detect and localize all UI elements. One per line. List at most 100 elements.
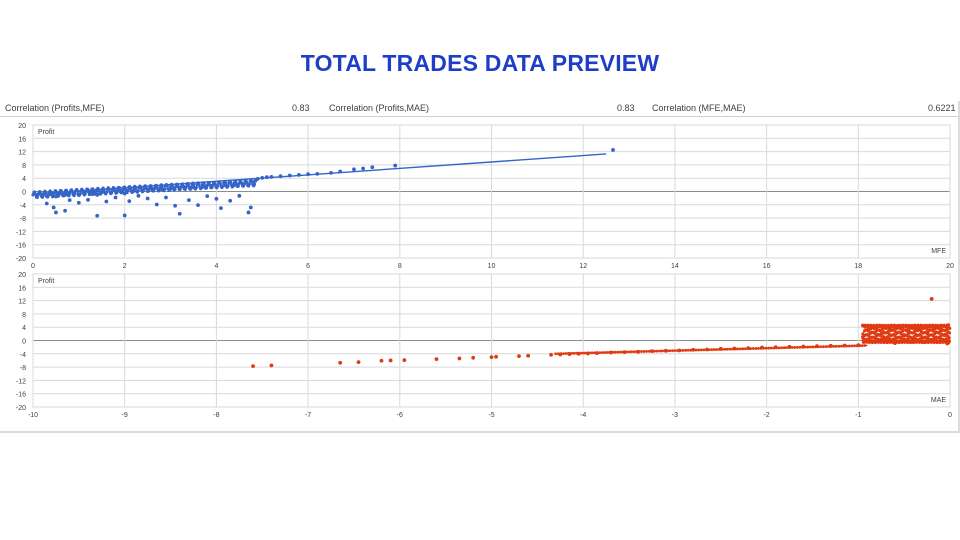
mae-data-point xyxy=(923,339,928,343)
mfe-data-point xyxy=(173,187,177,191)
mae-data-point xyxy=(888,326,893,331)
mfe-data-point xyxy=(154,202,159,207)
mae-data-point xyxy=(948,326,952,330)
mae-data-point xyxy=(947,331,952,335)
mae-data-point xyxy=(402,358,407,363)
mae-y-tick-label: 12 xyxy=(18,299,26,306)
mfe-data-point xyxy=(90,192,95,197)
mae-data-point xyxy=(938,328,943,333)
mfe-y-tick-label: -16 xyxy=(16,243,26,250)
mfe-y-tick-label: -4 xyxy=(20,203,26,210)
mfe-data-point xyxy=(218,181,222,186)
mae-data-point xyxy=(940,339,945,344)
mae-y-tick-label: -16 xyxy=(16,392,26,399)
mfe-data-point xyxy=(141,188,145,193)
mae-data-point xyxy=(880,337,884,341)
mfe-y-tick-label: 20 xyxy=(18,123,26,130)
mfe-data-point xyxy=(191,185,196,190)
mfe-data-point xyxy=(178,187,182,192)
mae-x-axis-label: MAE xyxy=(931,397,947,404)
mfe-x-tick-label: 16 xyxy=(763,263,771,270)
mae-data-point xyxy=(860,323,865,328)
mfe-x-tick-label: 6 xyxy=(306,263,310,270)
mfe-y-tick-label: -20 xyxy=(16,256,26,263)
mae-data-point xyxy=(942,325,947,329)
mfe-y-tick-label: 16 xyxy=(18,136,26,143)
mfe-x-tick-label: 0 xyxy=(31,263,35,270)
mfe-data-point xyxy=(219,206,223,211)
mae-data-point xyxy=(936,324,941,328)
mfe-data-point xyxy=(122,213,127,218)
mae-data-point xyxy=(929,297,934,301)
mfe-data-point xyxy=(194,185,198,190)
mfe-data-point xyxy=(163,187,167,191)
mfe-data-point xyxy=(236,184,240,188)
mfe-data-point xyxy=(95,192,100,197)
corr-label-profits-mae: Correlation (Profits,MAE) xyxy=(329,103,430,113)
corr-value-profits-mfe: 0.83 xyxy=(292,103,310,113)
mfe-x-tick-label: 18 xyxy=(854,263,862,270)
mfe-data-point xyxy=(352,167,356,172)
mae-data-point xyxy=(879,331,884,336)
mfe-data-point xyxy=(44,201,49,206)
mfe-y-tick-label: 12 xyxy=(18,150,26,157)
mae-x-tick-label: -5 xyxy=(488,412,494,419)
mae-data-point xyxy=(920,340,925,345)
mfe-x-tick-label: 10 xyxy=(488,263,496,270)
mae-data-point xyxy=(939,324,944,328)
mfe-x-tick-label: 8 xyxy=(398,263,402,270)
mfe-data-point xyxy=(196,203,200,208)
mfe-x-tick-label: 12 xyxy=(579,263,587,270)
mae-data-point xyxy=(883,336,888,341)
mfe-data-point xyxy=(393,163,398,168)
mae-data-point xyxy=(934,335,939,340)
mfe-data-point xyxy=(155,185,159,190)
mfe-x-tick-label: 20 xyxy=(946,263,954,270)
mae-data-point xyxy=(912,334,916,339)
mae-data-point xyxy=(922,323,926,328)
mfe-trendline xyxy=(32,153,607,195)
mae-data-point xyxy=(916,325,920,330)
mfe-data-point xyxy=(115,190,119,195)
mfe-data-point xyxy=(76,200,81,205)
corr-label-mfe-mae: Correlation (MFE,MAE) xyxy=(652,103,746,113)
mfe-data-point xyxy=(63,208,67,213)
mfe-data-point xyxy=(104,199,109,204)
mfe-data-point xyxy=(237,181,241,186)
mae-data-point xyxy=(434,357,439,362)
mae-data-point xyxy=(884,323,888,328)
mfe-data-point xyxy=(136,189,140,193)
mfe-data-point xyxy=(242,182,246,187)
mfe-data-point xyxy=(168,186,173,191)
mfe-data-point xyxy=(127,199,132,204)
mae-data-point xyxy=(338,360,343,365)
mfe-x-tick-label: 4 xyxy=(214,263,218,270)
mae-data-point xyxy=(457,356,462,361)
mfe-data-point xyxy=(146,189,151,193)
mfe-x-tick-label: 2 xyxy=(123,263,127,270)
mfe-y-tick-label: -12 xyxy=(16,229,26,236)
corr-value-mfe-mae: 0.6221 xyxy=(928,103,956,113)
mfe-data-point xyxy=(232,182,237,187)
mfe-data-point xyxy=(63,192,67,197)
mfe-data-point xyxy=(248,205,253,210)
mfe-data-point xyxy=(68,191,72,196)
mae-data-point xyxy=(494,354,498,359)
mae-y-tick-label: 4 xyxy=(22,325,26,332)
mae-data-point xyxy=(878,325,882,329)
slide-title: TOTAL TRADES DATA PREVIEW xyxy=(300,50,660,76)
mfe-data-point xyxy=(159,187,164,192)
mae-data-point xyxy=(874,324,879,329)
mae-data-point xyxy=(269,363,274,368)
mfe-data-point xyxy=(200,184,205,189)
mfe-data-point xyxy=(179,185,183,189)
mfe-x-axis-label: MFE xyxy=(931,248,946,255)
mae-data-point xyxy=(899,327,903,331)
mae-data-point xyxy=(947,336,951,340)
mae-data-point xyxy=(935,339,939,343)
mae-data-point xyxy=(897,323,902,328)
mae-trendline xyxy=(555,344,868,355)
mae-data-point xyxy=(865,340,869,344)
mae-data-point xyxy=(899,331,903,336)
